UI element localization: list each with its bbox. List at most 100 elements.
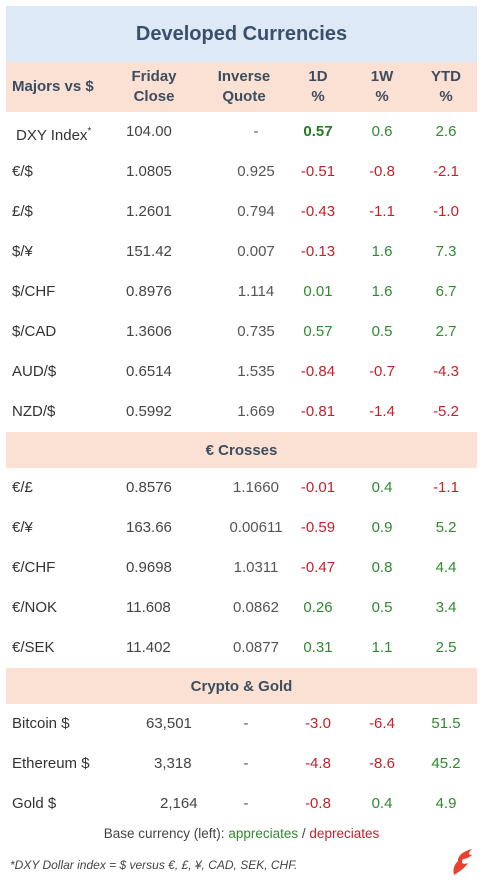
inverse-quote: 0.007 — [237, 243, 275, 260]
pair-name: €/SEK — [12, 639, 55, 656]
change-1d: -4.8 — [305, 755, 331, 772]
table-row: $/CHF 0.8976 1.114 0.01 1.6 6.7 — [6, 272, 477, 312]
legend-appreciates: appreciates — [228, 826, 299, 841]
pair-name: €/£ — [12, 479, 33, 496]
change-1w: -6.4 — [369, 715, 395, 732]
change-ytd: 51.5 — [431, 715, 461, 732]
inverse-quote: 0.794 — [237, 203, 275, 220]
table-row: €/CHF 0.9698 1.0311 -0.47 0.8 4.4 — [6, 548, 477, 588]
change-ytd: 2.7 — [435, 323, 457, 340]
change-ytd: -4.3 — [433, 363, 459, 380]
table-row: €/SEK 11.402 0.0877 0.31 1.1 2.5 — [6, 628, 477, 668]
change-ytd: 7.3 — [435, 243, 457, 260]
header-inverse-quote: Inverse Quote — [217, 68, 271, 105]
change-ytd: 4.4 — [435, 559, 457, 576]
friday-close: 0.9698 — [126, 559, 172, 576]
change-ytd: 45.2 — [431, 755, 461, 772]
inverse-quote: - — [243, 715, 249, 732]
pair-name: DXY Index* — [16, 126, 92, 144]
asset-name: Ethereum $ — [12, 755, 90, 772]
header-1d: 1D% — [308, 68, 328, 105]
change-1d: 0.57 — [303, 323, 333, 340]
footnote: *DXY Dollar index = $ versus €, £, ¥, CA… — [10, 858, 298, 872]
change-1d: -0.43 — [300, 203, 336, 220]
inverse-quote: 0.00611 — [229, 519, 283, 536]
inverse-quote: 0.925 — [237, 163, 275, 180]
friday-close: 0.8576 — [126, 479, 172, 496]
friday-close: 1.0805 — [126, 163, 172, 180]
table-row: €/NOK 11.608 0.0862 0.26 0.5 3.4 — [6, 588, 477, 628]
change-1w: 0.5 — [371, 599, 393, 616]
asset-name: Bitcoin $ — [12, 715, 70, 732]
change-1d: -0.8 — [305, 795, 331, 812]
pair-name: €/$ — [12, 163, 33, 180]
pair-name: €/NOK — [12, 599, 58, 616]
change-1w: 0.8 — [371, 559, 393, 576]
header-friday-close: Friday Close — [131, 68, 177, 105]
inverse-quote: 1.114 — [237, 283, 275, 300]
header-pair: Majors vs $ — [12, 78, 94, 95]
friday-close: 2,164 — [160, 795, 198, 812]
change-1d: -0.59 — [300, 519, 336, 536]
change-ytd: 3.4 — [435, 599, 457, 616]
change-1w: 0.9 — [371, 519, 393, 536]
inverse-quote: 0.735 — [237, 323, 275, 340]
change-ytd: 4.9 — [435, 795, 457, 812]
friday-close: 3,318 — [154, 755, 192, 772]
change-1d: -3.0 — [305, 715, 331, 732]
change-1w: 0.6 — [371, 123, 393, 140]
header-ytd: YTD% — [431, 68, 461, 105]
change-ytd: -2.1 — [433, 163, 459, 180]
section-header-crypto-gold: Crypto & Gold — [6, 668, 477, 704]
friday-close: 1.3606 — [126, 323, 172, 340]
change-ytd: 2.5 — [435, 639, 457, 656]
table-row: €/$ 1.0805 0.925 -0.51 -0.8 -2.1 — [6, 152, 477, 192]
change-1w: 1.1 — [371, 639, 393, 656]
table-row: Ethereum $ 3,318 - -4.8 -8.6 45.2 — [6, 744, 477, 784]
change-1d: -0.01 — [300, 479, 336, 496]
change-1w: 0.5 — [371, 323, 393, 340]
change-ytd: 5.2 — [435, 519, 457, 536]
flame-logo-icon — [453, 849, 472, 875]
change-1w: 0.4 — [371, 795, 393, 812]
inverse-quote: 0.0877 — [233, 639, 279, 656]
pair-name: $/CAD — [12, 323, 57, 340]
inverse-quote: 1.0311 — [233, 559, 279, 576]
change-1w: 1.6 — [371, 283, 393, 300]
change-1d: 0.31 — [303, 639, 333, 656]
change-1d: -0.84 — [300, 363, 336, 380]
change-ytd: 6.7 — [435, 283, 457, 300]
change-1w: 0.4 — [371, 479, 393, 496]
table-row: $/¥ 151.42 0.007 -0.13 1.6 7.3 — [6, 232, 477, 272]
inverse-quote: - — [243, 795, 249, 812]
friday-close: 151.42 — [126, 243, 172, 260]
table-row: NZD/$ 0.5992 1.669 -0.81 -1.4 -5.2 — [6, 392, 477, 432]
table-row: AUD/$ 0.6514 1.535 -0.84 -0.7 -4.3 — [6, 352, 477, 392]
friday-close: 11.402 — [126, 639, 171, 656]
legend-depreciates: depreciates — [309, 826, 380, 841]
change-ytd: -1.1 — [433, 479, 459, 496]
header-1w: 1W% — [370, 68, 394, 105]
change-1d: 0.26 — [303, 599, 333, 616]
pair-name: AUD/$ — [12, 363, 57, 380]
pair-name: £/$ — [12, 203, 33, 220]
change-1w: 1.6 — [371, 243, 393, 260]
friday-close: 104.00 — [126, 123, 172, 140]
table-row: DXY Index* 104.00 - 0.57 0.6 2.6 — [6, 112, 477, 152]
column-header-row: Majors vs $ Friday Close Inverse Quote 1D%… — [6, 62, 477, 112]
section-header-crosses: € Crosses — [6, 432, 477, 468]
change-1d: -0.47 — [300, 559, 336, 576]
color-legend: Base currency (left): appreciates / depr… — [0, 826, 483, 841]
change-1w: -0.7 — [369, 363, 395, 380]
inverse-quote: 1.669 — [237, 403, 275, 420]
table-row: $/CAD 1.3606 0.735 0.57 0.5 2.7 — [6, 312, 477, 352]
friday-close: 0.5992 — [126, 403, 172, 420]
friday-close: 1.2601 — [126, 203, 172, 220]
pair-name: €/CHF — [12, 559, 56, 576]
inverse-quote: 0.0862 — [233, 599, 279, 616]
pair-name: NZD/$ — [12, 403, 56, 420]
change-ytd: -5.2 — [433, 403, 459, 420]
friday-close: 0.6514 — [126, 363, 172, 380]
pair-name: €/¥ — [12, 519, 33, 536]
table-row: €/¥ 163.66 0.00611 -0.59 0.9 5.2 — [6, 508, 477, 548]
